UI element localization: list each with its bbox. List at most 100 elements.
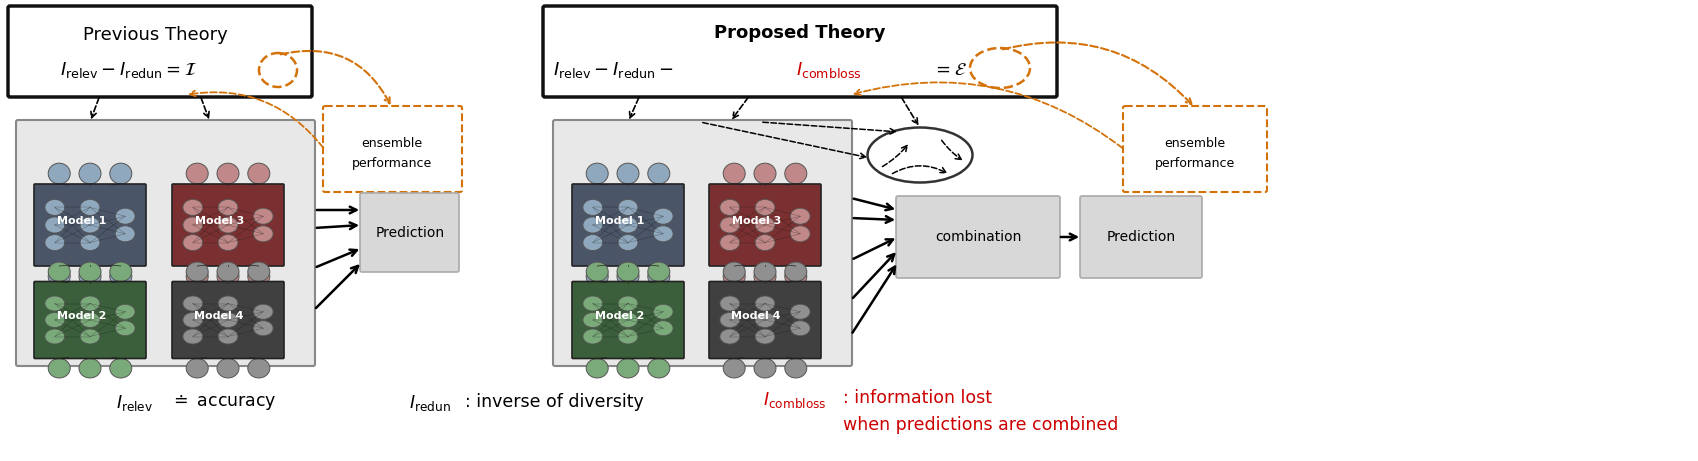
Text: Proposed Theory: Proposed Theory <box>715 24 886 42</box>
FancyBboxPatch shape <box>710 282 822 359</box>
Ellipse shape <box>80 266 100 287</box>
Ellipse shape <box>790 226 810 242</box>
Ellipse shape <box>649 359 669 378</box>
Text: $I_{\rm relev} - I_{\rm redun} - $: $I_{\rm relev} - I_{\rm redun} - $ <box>554 60 674 80</box>
Ellipse shape <box>582 200 603 215</box>
Ellipse shape <box>720 296 740 311</box>
Ellipse shape <box>253 208 273 224</box>
FancyBboxPatch shape <box>572 184 684 266</box>
Ellipse shape <box>723 266 745 287</box>
Ellipse shape <box>248 359 270 378</box>
Text: Model 3: Model 3 <box>732 216 781 226</box>
Ellipse shape <box>582 235 603 251</box>
Ellipse shape <box>248 266 270 287</box>
Ellipse shape <box>115 208 136 224</box>
FancyBboxPatch shape <box>8 6 312 97</box>
Text: performance: performance <box>351 156 431 170</box>
Ellipse shape <box>183 296 202 311</box>
Ellipse shape <box>217 200 238 215</box>
Ellipse shape <box>217 163 239 184</box>
FancyBboxPatch shape <box>1080 196 1202 278</box>
Ellipse shape <box>115 226 136 242</box>
Ellipse shape <box>720 200 740 215</box>
Text: Model 1: Model 1 <box>594 216 644 226</box>
Ellipse shape <box>48 266 70 287</box>
Ellipse shape <box>217 235 238 251</box>
Ellipse shape <box>253 321 273 336</box>
Ellipse shape <box>723 359 745 378</box>
Ellipse shape <box>654 304 672 319</box>
FancyBboxPatch shape <box>34 282 146 359</box>
Ellipse shape <box>720 313 740 327</box>
Ellipse shape <box>720 329 740 344</box>
Ellipse shape <box>618 200 638 215</box>
FancyBboxPatch shape <box>710 184 822 266</box>
FancyBboxPatch shape <box>323 106 462 192</box>
Ellipse shape <box>80 235 100 251</box>
Text: Prediction: Prediction <box>1107 230 1175 244</box>
Ellipse shape <box>754 266 776 287</box>
Text: Model 1: Model 1 <box>56 216 105 226</box>
Ellipse shape <box>586 359 608 378</box>
Ellipse shape <box>720 235 740 251</box>
Ellipse shape <box>754 163 776 184</box>
Ellipse shape <box>784 262 807 282</box>
Ellipse shape <box>80 200 100 215</box>
Ellipse shape <box>44 217 65 233</box>
Text: Previous Theory: Previous Theory <box>83 26 228 44</box>
Ellipse shape <box>586 262 608 282</box>
Text: Model 4: Model 4 <box>732 311 781 321</box>
Text: when predictions are combined: when predictions are combined <box>842 416 1119 434</box>
Ellipse shape <box>756 217 774 233</box>
Ellipse shape <box>582 296 603 311</box>
Ellipse shape <box>586 163 608 184</box>
Ellipse shape <box>187 266 209 287</box>
FancyBboxPatch shape <box>34 184 146 266</box>
FancyBboxPatch shape <box>572 282 684 359</box>
Text: $I_{\rm relev}$: $I_{\rm relev}$ <box>117 393 153 413</box>
Ellipse shape <box>44 313 65 327</box>
Ellipse shape <box>115 321 136 336</box>
Ellipse shape <box>616 262 638 282</box>
Ellipse shape <box>44 296 65 311</box>
Text: Model 4: Model 4 <box>195 311 245 321</box>
Ellipse shape <box>248 163 270 184</box>
Ellipse shape <box>183 235 202 251</box>
FancyBboxPatch shape <box>171 184 284 266</box>
Ellipse shape <box>790 321 810 336</box>
Ellipse shape <box>616 359 638 378</box>
Ellipse shape <box>80 217 100 233</box>
Ellipse shape <box>183 200 202 215</box>
Text: $I_{\rm redun}$: $I_{\rm redun}$ <box>409 393 452 413</box>
Text: $I_{\rm combloss}$: $I_{\rm combloss}$ <box>796 60 863 80</box>
Text: : information lost: : information lost <box>842 389 992 407</box>
Ellipse shape <box>616 163 638 184</box>
Ellipse shape <box>582 313 603 327</box>
Ellipse shape <box>618 296 638 311</box>
Ellipse shape <box>44 200 65 215</box>
Ellipse shape <box>253 226 273 242</box>
Ellipse shape <box>784 163 807 184</box>
Ellipse shape <box>756 296 774 311</box>
Ellipse shape <box>217 359 239 378</box>
Ellipse shape <box>582 217 603 233</box>
Ellipse shape <box>756 313 774 327</box>
FancyBboxPatch shape <box>543 6 1056 97</box>
Text: $\doteq$ accuracy: $\doteq$ accuracy <box>170 392 277 412</box>
Ellipse shape <box>183 217 202 233</box>
Ellipse shape <box>217 313 238 327</box>
FancyBboxPatch shape <box>1122 106 1267 192</box>
Ellipse shape <box>248 262 270 282</box>
Ellipse shape <box>582 329 603 344</box>
Ellipse shape <box>44 329 65 344</box>
Ellipse shape <box>723 163 745 184</box>
Ellipse shape <box>110 163 132 184</box>
Ellipse shape <box>618 329 638 344</box>
Ellipse shape <box>48 262 70 282</box>
Ellipse shape <box>48 163 70 184</box>
Ellipse shape <box>183 329 202 344</box>
Ellipse shape <box>756 235 774 251</box>
Ellipse shape <box>110 262 132 282</box>
FancyBboxPatch shape <box>15 120 316 366</box>
Ellipse shape <box>80 329 100 344</box>
